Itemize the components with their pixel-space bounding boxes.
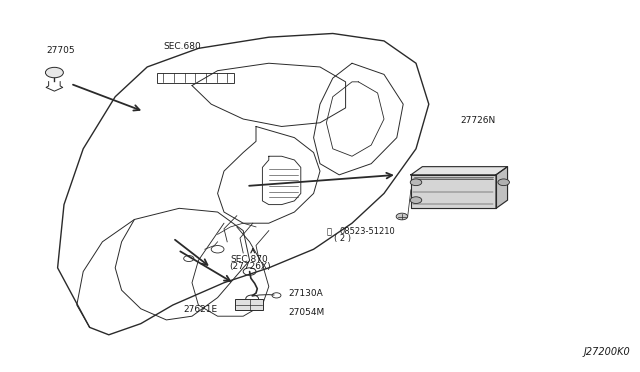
FancyBboxPatch shape bbox=[235, 299, 263, 310]
Circle shape bbox=[410, 179, 422, 186]
Text: J27200K0: J27200K0 bbox=[584, 347, 630, 357]
Text: Ⓢ: Ⓢ bbox=[326, 227, 332, 236]
Circle shape bbox=[396, 213, 408, 220]
Text: 08523-51210: 08523-51210 bbox=[339, 227, 395, 236]
Text: SEC.680: SEC.680 bbox=[163, 42, 201, 51]
Text: 27726N: 27726N bbox=[461, 116, 496, 125]
Text: 27621E: 27621E bbox=[184, 305, 218, 314]
Circle shape bbox=[45, 67, 63, 78]
Circle shape bbox=[498, 179, 509, 186]
Circle shape bbox=[410, 197, 422, 203]
Text: SEC.870: SEC.870 bbox=[231, 255, 268, 264]
Text: 27054M: 27054M bbox=[288, 308, 324, 317]
Polygon shape bbox=[411, 167, 508, 175]
Bar bbox=[157, 73, 234, 83]
Polygon shape bbox=[496, 167, 508, 208]
Polygon shape bbox=[411, 175, 496, 208]
Text: 27130A: 27130A bbox=[288, 289, 323, 298]
Text: ( 2 ): ( 2 ) bbox=[334, 234, 351, 243]
Text: 27705: 27705 bbox=[46, 46, 75, 55]
Text: (27726X): (27726X) bbox=[228, 262, 271, 271]
